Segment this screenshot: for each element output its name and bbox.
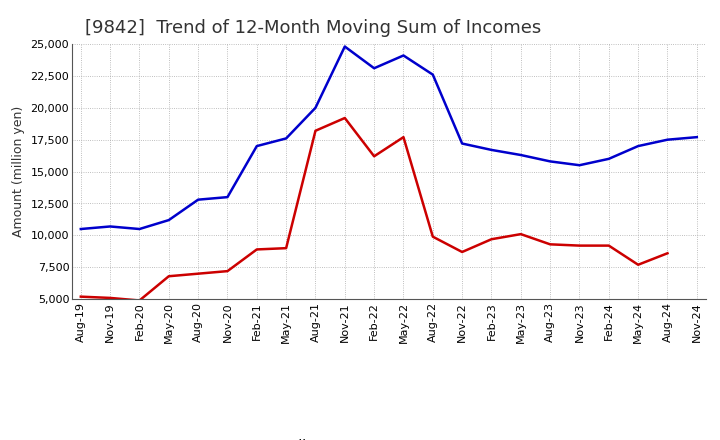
Net Income: [194, 271, 202, 276]
Ordinary Income: [76, 226, 85, 231]
Net Income: [223, 268, 232, 274]
Net Income: [282, 246, 290, 251]
Ordinary Income: [223, 194, 232, 200]
Ordinary Income: [135, 226, 144, 231]
Line: Ordinary Income: Ordinary Income: [81, 47, 697, 229]
Ordinary Income: [164, 217, 173, 223]
Net Income: [135, 298, 144, 303]
Ordinary Income: [282, 136, 290, 141]
Net Income: [341, 115, 349, 121]
Ordinary Income: [428, 72, 437, 77]
Ordinary Income: [605, 156, 613, 161]
Net Income: [428, 234, 437, 239]
Ordinary Income: [546, 159, 554, 164]
Ordinary Income: [370, 66, 379, 71]
Net Income: [253, 247, 261, 252]
Net Income: [458, 249, 467, 255]
Ordinary Income: [458, 141, 467, 146]
Net Income: [370, 154, 379, 159]
Net Income: [634, 262, 642, 268]
Y-axis label: Amount (million yen): Amount (million yen): [12, 106, 25, 237]
Net Income: [106, 295, 114, 301]
Net Income: [76, 294, 85, 299]
Ordinary Income: [575, 162, 584, 168]
Ordinary Income: [253, 143, 261, 149]
Ordinary Income: [634, 143, 642, 149]
Ordinary Income: [399, 53, 408, 58]
Text: [9842]  Trend of 12-Month Moving Sum of Incomes: [9842] Trend of 12-Month Moving Sum of I…: [85, 19, 541, 37]
Net Income: [546, 242, 554, 247]
Net Income: [605, 243, 613, 248]
Net Income: [311, 128, 320, 133]
Ordinary Income: [311, 105, 320, 110]
Ordinary Income: [341, 44, 349, 49]
Ordinary Income: [194, 197, 202, 202]
Ordinary Income: [487, 147, 496, 153]
Net Income: [399, 135, 408, 140]
Ordinary Income: [663, 137, 672, 142]
Ordinary Income: [516, 152, 525, 158]
Ordinary Income: [693, 135, 701, 140]
Net Income: [164, 274, 173, 279]
Net Income: [663, 251, 672, 256]
Net Income: [487, 237, 496, 242]
Net Income: [575, 243, 584, 248]
Net Income: [516, 231, 525, 237]
Line: Net Income: Net Income: [81, 118, 667, 301]
Ordinary Income: [106, 224, 114, 229]
Legend: Ordinary Income, Net Income: Ordinary Income, Net Income: [231, 439, 546, 440]
